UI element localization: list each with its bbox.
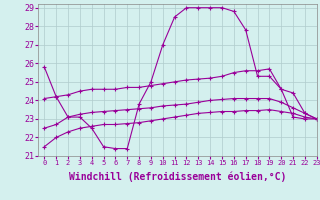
X-axis label: Windchill (Refroidissement éolien,°C): Windchill (Refroidissement éolien,°C) <box>69 172 286 182</box>
